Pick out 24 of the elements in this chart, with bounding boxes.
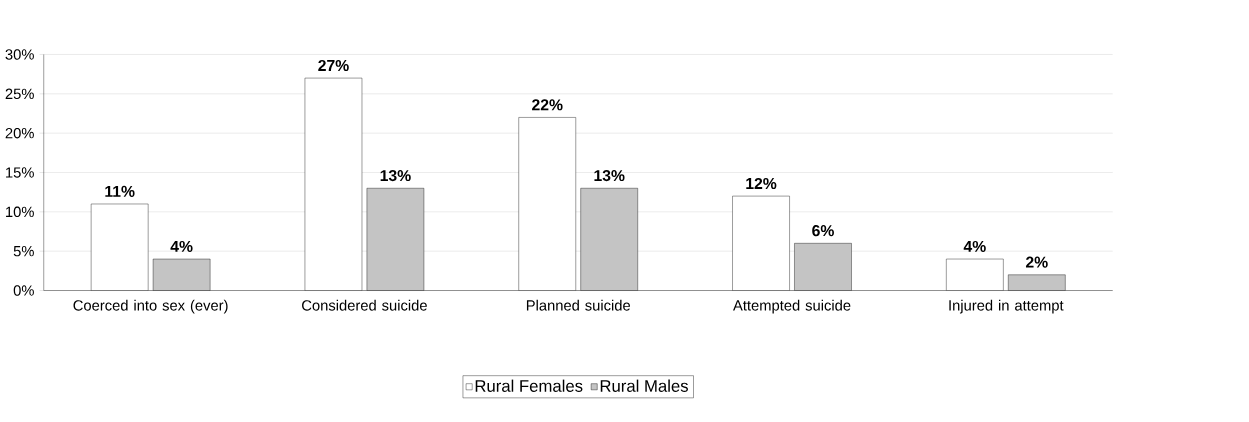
x-tick-label: Considered suicide: [302, 299, 427, 311]
data-label: 6%: [812, 225, 834, 237]
x-tick-label: Attempted suicide: [733, 299, 851, 314]
legend-label: Rural Males: [600, 379, 688, 392]
legend-label: Rural Females: [475, 379, 583, 392]
data-label: 13%: [594, 170, 625, 182]
y-tick-label: 25%: [5, 88, 34, 100]
x-tick-label: Injured in attempt: [949, 299, 1064, 314]
y-tick-label: 0%: [13, 285, 34, 296]
y-tick-label: 5%: [13, 246, 34, 257]
data-label: 4%: [963, 240, 986, 253]
x-tick-label: Planned suicide: [526, 299, 631, 311]
data-label: 13%: [380, 170, 411, 182]
data-label: 22%: [532, 99, 563, 111]
y-tick-label: 10%: [6, 206, 34, 218]
data-label: 4%: [170, 240, 193, 253]
x-tick-label: Coerced into sex (ever): [73, 299, 228, 314]
data-label: 27%: [318, 59, 349, 72]
y-tick-label: 30%: [5, 49, 34, 60]
data-label: 2%: [1025, 256, 1048, 268]
data-label: 11%: [105, 185, 135, 197]
data-label: 12%: [746, 177, 777, 190]
y-tick-label: 15%: [6, 167, 34, 178]
y-tick-label: 20%: [5, 127, 34, 139]
